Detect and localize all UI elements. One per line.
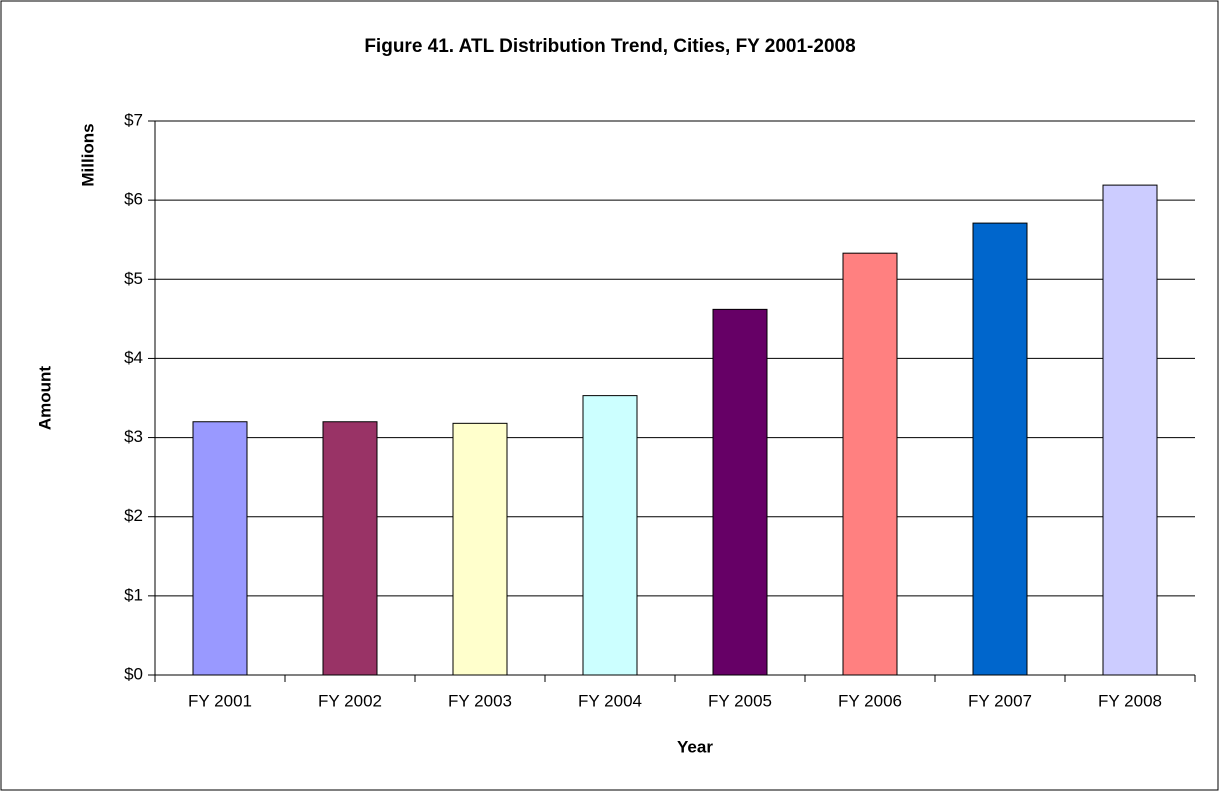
y-tick-label: $1 <box>124 585 143 604</box>
y-tick-label: $3 <box>124 427 143 446</box>
x-tick-label: FY 2002 <box>318 691 382 710</box>
bar <box>192 421 248 676</box>
bar <box>582 395 638 676</box>
y-tick-label: $2 <box>124 506 143 525</box>
y-tick-label: $6 <box>124 190 143 209</box>
y-tick-label: $5 <box>124 269 143 288</box>
x-tick-label: FY 2001 <box>188 691 252 710</box>
y-tick-label: $0 <box>124 664 143 683</box>
bar <box>712 308 768 676</box>
chart-title: Figure 41. ATL Distribution Trend, Citie… <box>364 36 855 57</box>
x-tick-label: FY 2007 <box>968 691 1032 710</box>
bar <box>452 422 508 676</box>
x-tick-label: FY 2008 <box>1098 691 1162 710</box>
bar <box>842 252 898 676</box>
y-tick-label: $7 <box>124 110 143 129</box>
bar <box>972 222 1028 676</box>
x-tick-label: FY 2005 <box>708 691 772 710</box>
y-axis-label: Amount <box>35 366 54 431</box>
x-tick-label: FY 2004 <box>578 691 642 710</box>
bar <box>322 421 378 676</box>
x-tick-label: FY 2006 <box>838 691 902 710</box>
x-axis-label: Year <box>677 737 713 756</box>
bar <box>1102 184 1158 676</box>
x-tick-label: FY 2003 <box>448 691 512 710</box>
y-unit-label: Millions <box>78 123 97 186</box>
y-tick-label: $4 <box>124 348 143 367</box>
